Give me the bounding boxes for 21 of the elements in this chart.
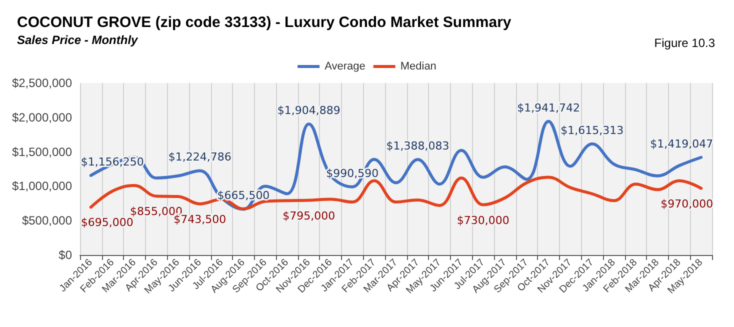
y-tick-label: $2,000,000	[12, 110, 72, 124]
data-label: $730,000	[456, 214, 510, 227]
data-label: $1,388,083	[386, 140, 450, 152]
y-tick-label: $2,500,000	[12, 76, 72, 90]
caption: Figure 10.3	[654, 36, 716, 50]
legend-label: Median	[400, 60, 436, 72]
data-label: $1,615,313	[560, 124, 624, 137]
y-tick-label: $0	[58, 248, 72, 262]
y-tick-label: $1,500,000	[12, 144, 72, 159]
data-label: $1,941,742	[517, 101, 580, 114]
y-tick-label: $500,000	[22, 214, 72, 228]
data-label: $1,904,889	[277, 104, 340, 117]
legend-label: Average	[324, 60, 366, 72]
data-label: $970,000	[660, 197, 714, 210]
chart-subtitle: Sales Price - Monthly	[17, 33, 140, 47]
data-label: $1,224,786	[168, 150, 232, 164]
y-tick-label: $1,000,000	[12, 179, 72, 194]
data-label: $695,000	[80, 216, 134, 230]
data-label: $795,000	[282, 209, 336, 222]
data-label: $1,419,047	[650, 137, 714, 150]
chart-title: COCONUT GROVE (zip code 33133) - Luxury Condo Market Summary	[17, 14, 512, 31]
